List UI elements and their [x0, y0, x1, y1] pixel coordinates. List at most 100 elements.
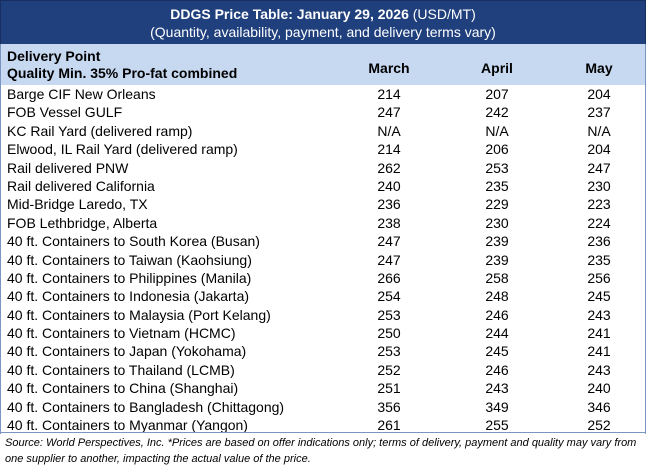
price-cell: 245	[485, 343, 509, 360]
price-cell: 243	[485, 380, 509, 397]
delivery-point-cell: FOB Vessel GULF	[7, 104, 123, 121]
price-cell: 247	[377, 251, 401, 268]
price-cell: 247	[377, 233, 401, 250]
table-row: 40 ft. Containers to Myanmar (Yangon) 261…	[1, 416, 645, 434]
table-subtitle: (Quantity, availability, payment, and de…	[150, 24, 496, 40]
price-cell: 250	[377, 325, 401, 342]
price-cell: 252	[587, 417, 611, 434]
price-cell: 214	[377, 86, 401, 102]
price-cell: 252	[377, 361, 401, 378]
price-cell: 206	[485, 141, 509, 158]
delivery-point-cell: 40 ft. Containers to South Korea (Busan)	[7, 233, 260, 250]
delivery-point-cell: Rail delivered California	[7, 177, 155, 194]
price-cell: 246	[485, 306, 509, 323]
price-cell: 207	[485, 86, 509, 102]
table-row: 40 ft. Containers to Vietnam (HCMC) 250 24…	[1, 324, 645, 342]
table-row: 40 ft. Containers to Thailand (LCMB) 252 2…	[1, 361, 645, 379]
price-cell: 229	[485, 196, 509, 213]
table-row: 40 ft. Containers to South Korea (Busan)…	[1, 232, 645, 250]
price-cell: 214	[377, 141, 401, 158]
table-row: Mid-Bridge Laredo, TX 236 229 223	[1, 195, 645, 213]
price-cell: 204	[587, 86, 611, 102]
table-row: Elwood, IL Rail Yard (delivered ramp) 214…	[1, 140, 645, 158]
price-cell: 261	[377, 417, 401, 434]
price-cell: 247	[377, 104, 401, 121]
header-col-march: March	[368, 60, 410, 76]
price-cell: 245	[587, 288, 611, 305]
table-title: DDGS Price Table: January 29, 2026 (USD/…	[1, 1, 645, 23]
price-cell: 246	[485, 361, 509, 378]
price-cell: 255	[485, 417, 509, 434]
table-row: FOB Vessel GULF 247 242 237	[1, 103, 645, 121]
table-row: FOB Lethbridge, Alberta 238 230 224	[1, 214, 645, 232]
header-col-may: May	[585, 60, 613, 76]
price-cell: 236	[377, 196, 401, 213]
title-main: DDGS Price Table: January 29, 2026	[170, 6, 409, 22]
price-cell: 242	[485, 104, 509, 121]
price-cell: 230	[485, 214, 509, 231]
price-cell: 241	[587, 343, 611, 360]
table-row: 40 ft. Containers to Bangladesh (Chittag…	[1, 398, 645, 416]
delivery-point-cell: 40 ft. Containers to Taiwan (Kaohsiung)	[7, 251, 252, 268]
table-row: 40 ft. Containers to Malaysia (Port Kela…	[1, 306, 645, 324]
table-row: Rail delivered California 240 235 230	[1, 177, 645, 195]
price-cell: 240	[377, 177, 401, 194]
price-cell: 244	[485, 325, 509, 342]
table-row: 40 ft. Containers to Japan (Yokohama) 253…	[1, 342, 645, 360]
price-cell: 238	[377, 214, 401, 231]
price-cell: 247	[587, 159, 611, 176]
price-cell: 204	[587, 141, 611, 158]
delivery-point-cell: 40 ft. Containers to Thailand (LCMB)	[7, 361, 235, 378]
price-cell: 240	[587, 380, 611, 397]
table-row: Barge CIF New Orleans 214 207 204	[1, 85, 645, 103]
delivery-point-cell: KC Rail Yard (delivered ramp)	[7, 122, 193, 139]
delivery-point-cell: 40 ft. Containers to Myanmar (Yangon)	[7, 417, 248, 434]
delivery-point-cell: Mid-Bridge Laredo, TX	[7, 196, 148, 213]
source-note: Source: World Perspectives, Inc. *Prices…	[0, 432, 646, 469]
delivery-point-cell: Barge CIF New Orleans	[7, 86, 156, 102]
table-body: Barge CIF New Orleans 214 207 204 FOB Vessel…	[0, 85, 646, 435]
price-cell: 356	[377, 398, 401, 415]
price-cell: 235	[587, 251, 611, 268]
table-row: KC Rail Yard (delivered ramp) N/A N/A N/A	[1, 122, 645, 140]
header-line1: Delivery Point	[7, 48, 101, 64]
price-cell: N/A	[485, 122, 509, 139]
delivery-point-cell: 40 ft. Containers to China (Shanghai)	[7, 380, 239, 397]
header-col-april: April	[481, 60, 513, 76]
price-cell: 251	[377, 380, 401, 397]
delivery-point-cell: Elwood, IL Rail Yard (delivered ramp)	[7, 141, 238, 158]
table-header: Delivery Point Quality Min. 35% Pro-fat …	[0, 44, 646, 85]
table-row: 40 ft. Containers to Philippines (Manila…	[1, 269, 645, 287]
price-cell: 346	[587, 398, 611, 415]
price-cell: 230	[587, 177, 611, 194]
price-cell: 237	[587, 104, 611, 121]
price-cell: 239	[485, 251, 509, 268]
price-cell: 243	[587, 306, 611, 323]
delivery-point-cell: 40 ft. Containers to Japan (Yokohama)	[7, 343, 247, 360]
price-cell: 239	[485, 233, 509, 250]
price-cell: 253	[377, 306, 401, 323]
delivery-point-cell: 40 ft. Containers to Vietnam (HCMC)	[7, 325, 236, 342]
price-cell: 223	[587, 196, 611, 213]
price-cell: 241	[587, 325, 611, 342]
price-cell: 254	[377, 288, 401, 305]
table-row: 40 ft. Containers to Taiwan (Kaohsiung) 2…	[1, 251, 645, 269]
table-row: Rail delivered PNW 262 253 247	[1, 159, 645, 177]
delivery-point-cell: 40 ft. Containers to Indonesia (Jakarta)	[7, 288, 250, 305]
price-cell: 243	[587, 361, 611, 378]
price-cell: 258	[485, 269, 509, 286]
delivery-point-cell: FOB Lethbridge, Alberta	[7, 214, 158, 231]
table-row: 40 ft. Containers to Indonesia (Jakarta)…	[1, 287, 645, 305]
price-cell: 253	[485, 159, 509, 176]
price-cell: N/A	[377, 122, 401, 139]
price-cell: 266	[377, 269, 401, 286]
price-cell: 349	[485, 398, 509, 415]
table-row: 40 ft. Containers to China (Shanghai) 251…	[1, 379, 645, 397]
title-unit: (USD/MT)	[408, 6, 476, 22]
table-title-bar: DDGS Price Table: January 29, 2026 (USD/…	[0, 0, 646, 45]
price-cell: 235	[485, 177, 509, 194]
delivery-point-cell: 40 ft. Containers to Malaysia (Port Kela…	[7, 306, 271, 323]
price-cell: 256	[587, 269, 611, 286]
price-cell: 224	[587, 214, 611, 231]
